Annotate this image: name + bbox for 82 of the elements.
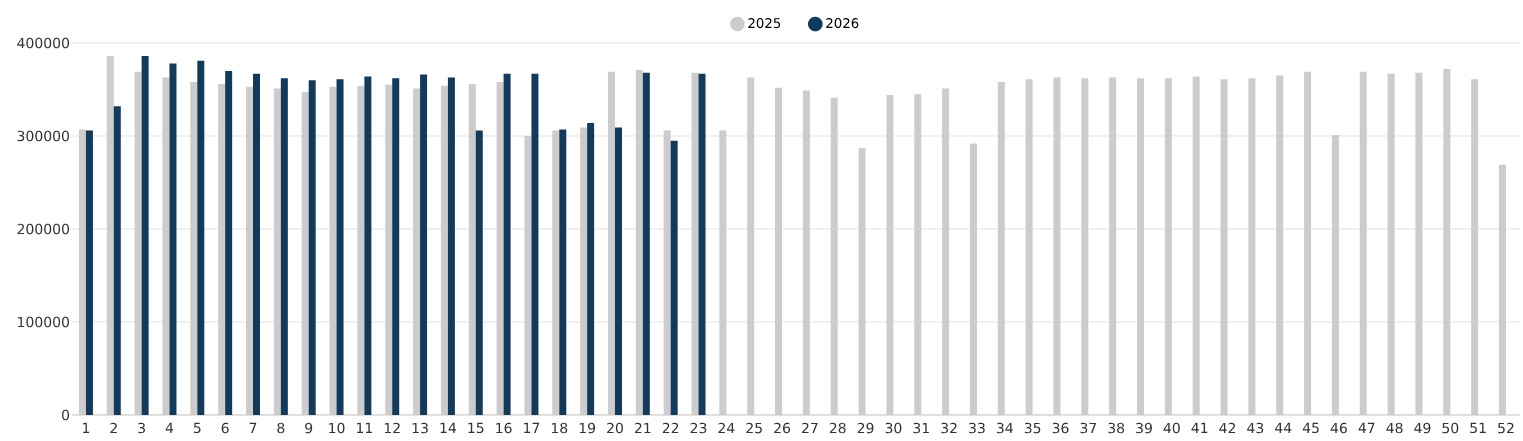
x-tick-label: 37 — [1080, 422, 1097, 434]
bar — [587, 122, 595, 415]
y-tick-label: 400000 — [17, 37, 70, 49]
x-tick-label: 12 — [384, 422, 400, 434]
x-tick-label: 35 — [1024, 422, 1041, 434]
bar — [420, 74, 428, 415]
x-tick-label: 46 — [1330, 422, 1347, 434]
x-tick-label: 6 — [221, 422, 229, 434]
x-tick-label: 44 — [1275, 422, 1292, 433]
x-tick-label: 50 — [1442, 422, 1459, 434]
bar — [85, 130, 93, 415]
bar — [642, 72, 650, 415]
x-tick-label: 7 — [249, 422, 257, 433]
legend-label: 2026 — [826, 18, 859, 29]
bar — [225, 70, 233, 415]
bar — [364, 76, 372, 415]
x-tick-label: 27 — [802, 422, 818, 434]
x-tick-label: 47 — [1358, 422, 1375, 433]
x-tick-label: 10 — [329, 422, 345, 434]
x-tick-label: 29 — [857, 422, 874, 434]
bar — [197, 60, 205, 415]
bar — [169, 63, 177, 415]
bar — [503, 73, 511, 415]
x-tick-label: 36 — [1052, 422, 1069, 434]
x-tick-label: 3 — [138, 422, 145, 434]
bar — [308, 80, 316, 415]
bar — [336, 79, 344, 415]
bar — [670, 140, 678, 415]
x-tick-label: 32 — [941, 422, 957, 434]
x-tick-label: 5 — [193, 422, 201, 434]
x-tick-label: 34 — [996, 422, 1013, 434]
x-tick-label: 43 — [1247, 422, 1264, 434]
x-tick-label: 26 — [774, 422, 791, 434]
x-tick-label: 38 — [1108, 422, 1125, 434]
y-tick-label: 100000 — [18, 316, 70, 328]
bar — [392, 78, 400, 415]
x-tick-label: 2 — [110, 422, 117, 434]
x-tick-label: 11 — [357, 422, 372, 433]
x-tick-label: 41 — [1191, 422, 1208, 433]
bar — [253, 73, 261, 415]
x-tick-label: 52 — [1498, 422, 1514, 434]
x-tick-label: 33 — [969, 422, 985, 434]
bar — [475, 130, 483, 415]
x-tick-label: 30 — [885, 422, 902, 434]
bar — [531, 73, 539, 415]
x-tick-label: 39 — [1136, 422, 1152, 434]
x-tick-label: 48 — [1386, 422, 1403, 434]
x-tick-label: 24 — [718, 422, 735, 434]
x-tick-label: 16 — [496, 422, 512, 434]
bar — [559, 129, 567, 415]
x-tick-label: 22 — [662, 422, 679, 434]
x-tick-label: 1 — [83, 422, 90, 433]
bar — [698, 73, 706, 415]
x-tick-label: 18 — [551, 422, 568, 434]
x-tick-label: 21 — [634, 422, 651, 434]
x-tick-label: 19 — [579, 422, 596, 434]
y-tick-label: 300000 — [17, 130, 70, 142]
bar — [280, 78, 288, 415]
y-tick-label: 200000 — [17, 223, 70, 235]
x-tick-label: 4 — [165, 422, 174, 433]
x-tick-label: 31 — [913, 422, 929, 434]
x-tick-label: 28 — [829, 422, 846, 434]
y-tick-label: 0 — [61, 409, 70, 421]
x-tick-label: 45 — [1302, 422, 1319, 434]
bar — [113, 106, 121, 415]
x-tick-label: 13 — [412, 422, 428, 434]
x-tick-label: 49 — [1414, 422, 1431, 434]
x-tick-label: 51 — [1470, 422, 1486, 434]
x-tick-label: 23 — [690, 422, 707, 434]
x-tick-label: 42 — [1219, 422, 1236, 434]
x-tick-label: 8 — [277, 422, 285, 434]
x-tick-label: 15 — [468, 422, 484, 434]
bar — [447, 77, 455, 415]
x-tick-label: 20 — [607, 422, 623, 434]
bar — [614, 127, 622, 415]
x-tick-label: 25 — [746, 422, 762, 434]
legend-label: 2025 — [748, 18, 781, 29]
x-tick-label: 17 — [524, 422, 540, 433]
x-tick-label: 40 — [1163, 422, 1180, 434]
bar — [141, 56, 149, 415]
x-tick-label: 9 — [305, 422, 313, 434]
x-tick-label: 14 — [440, 422, 457, 433]
